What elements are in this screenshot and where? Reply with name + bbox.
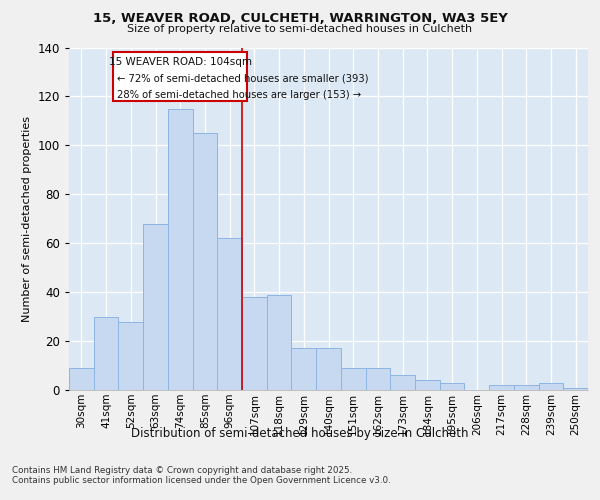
Bar [143, 224, 168, 390]
Bar [316, 348, 341, 390]
Bar [365, 368, 390, 390]
Bar [193, 133, 217, 390]
Text: 15, WEAVER ROAD, CULCHETH, WARRINGTON, WA3 5EY: 15, WEAVER ROAD, CULCHETH, WARRINGTON, W… [92, 12, 508, 26]
Text: ← 72% of semi-detached houses are smaller (393): ← 72% of semi-detached houses are smalle… [117, 73, 368, 83]
Bar [217, 238, 242, 390]
Bar [69, 368, 94, 390]
Bar [514, 385, 539, 390]
Text: 15 WEAVER ROAD: 104sqm: 15 WEAVER ROAD: 104sqm [109, 58, 252, 68]
Bar [94, 316, 118, 390]
Y-axis label: Number of semi-detached properties: Number of semi-detached properties [22, 116, 32, 322]
Text: Size of property relative to semi-detached houses in Culcheth: Size of property relative to semi-detach… [127, 24, 473, 34]
Text: Distribution of semi-detached houses by size in Culcheth: Distribution of semi-detached houses by … [131, 428, 469, 440]
Bar [118, 322, 143, 390]
Bar [440, 382, 464, 390]
Bar [292, 348, 316, 390]
Bar [168, 108, 193, 390]
Text: 28% of semi-detached houses are larger (153) →: 28% of semi-detached houses are larger (… [117, 90, 361, 101]
Bar [415, 380, 440, 390]
Bar [341, 368, 365, 390]
Text: Contains public sector information licensed under the Open Government Licence v3: Contains public sector information licen… [12, 476, 391, 485]
Text: Contains HM Land Registry data © Crown copyright and database right 2025.: Contains HM Land Registry data © Crown c… [12, 466, 352, 475]
Bar [390, 376, 415, 390]
Bar [539, 382, 563, 390]
Bar [267, 294, 292, 390]
Bar [489, 385, 514, 390]
Bar [563, 388, 588, 390]
Bar [242, 297, 267, 390]
Bar [113, 52, 247, 102]
